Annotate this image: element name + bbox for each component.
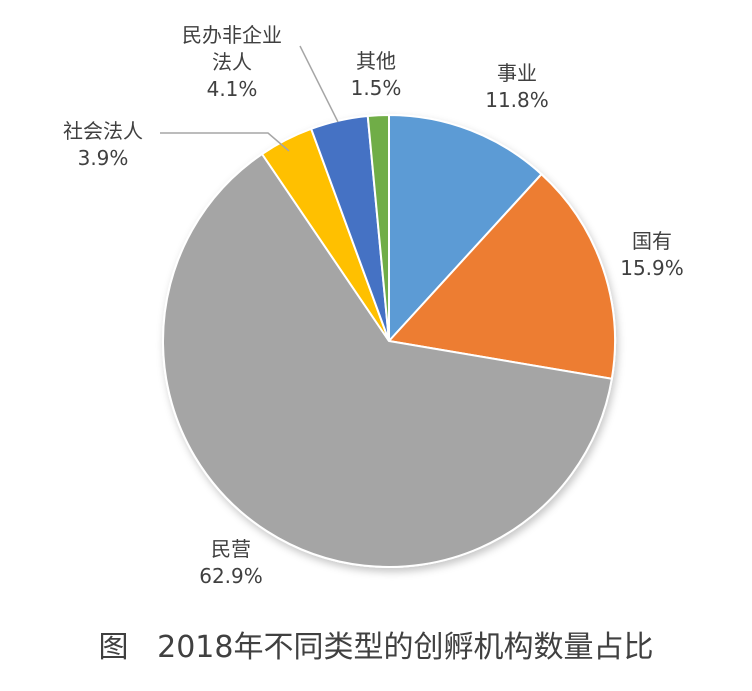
pie-slices — [162, 113, 616, 568]
data-label-category: 国有 — [631, 229, 672, 253]
data-label-value: 62.9% — [199, 564, 263, 588]
data-label-value: 3.9% — [77, 146, 129, 170]
data-label-1: 国有 15.9% — [620, 228, 684, 282]
data-label-4: 民办非企业法人 4.1% — [182, 22, 282, 103]
data-label-category: 民办非企业 — [182, 23, 282, 47]
pie-slice-2 — [162, 152, 613, 568]
data-label-category: 事业 — [496, 61, 537, 85]
pie-slice-5 — [366, 113, 390, 342]
data-label-category: 法人 — [212, 50, 252, 74]
data-label-value: 15.9% — [620, 256, 684, 280]
data-label-3: 社会法人 3.9% — [63, 118, 143, 172]
data-label-2: 民营 62.9% — [199, 536, 263, 590]
leader-line-3 — [160, 132, 290, 152]
data-label-category: 民营 — [210, 537, 251, 561]
data-label-0: 事业 11.8% — [485, 60, 549, 114]
leader-line-4 — [299, 45, 339, 123]
pie-slice-0 — [388, 113, 543, 344]
data-label-category: 其他 — [356, 49, 396, 73]
data-label-category: 社会法人 — [63, 119, 143, 143]
data-label-5: 其他 1.5% — [351, 48, 402, 102]
figure-caption: 图 2018年不同类型的创孵机构数量占比 — [98, 630, 654, 665]
data-label-value: 1.5% — [350, 76, 402, 100]
data-label-value: 11.8% — [485, 88, 549, 112]
data-label-value: 4.1% — [206, 77, 258, 101]
pie-slice-1 — [387, 172, 616, 380]
